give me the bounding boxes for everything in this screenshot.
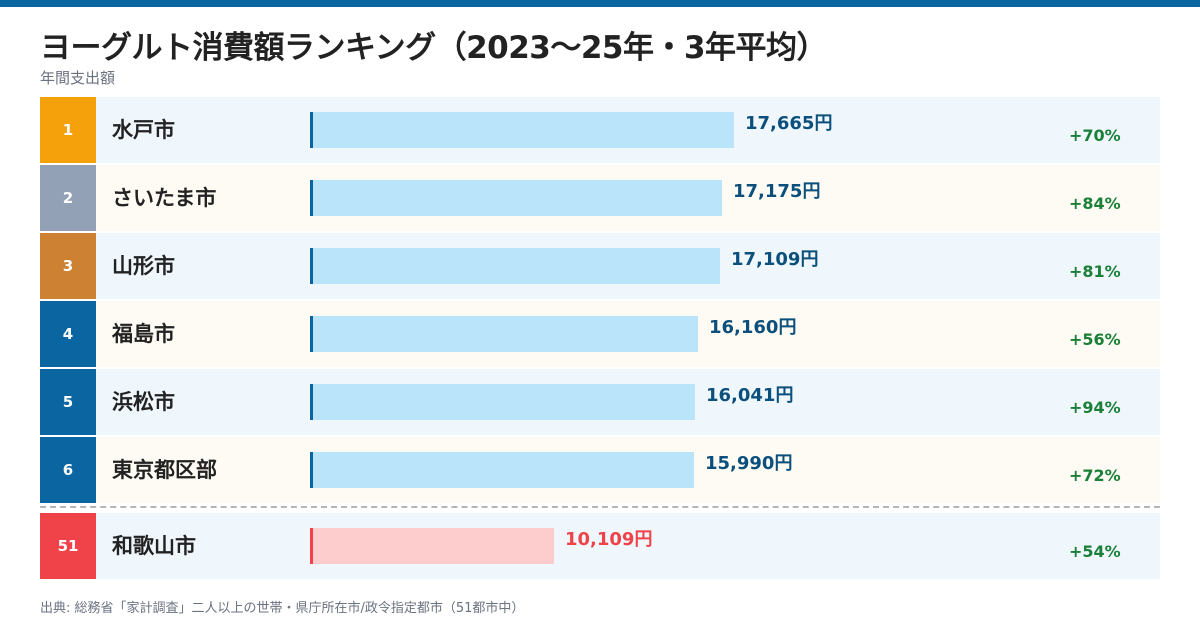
growth-label: +70%: [1069, 126, 1121, 145]
value-bar: [313, 112, 734, 148]
growth-label: +54%: [1069, 542, 1121, 561]
value-bar: [313, 384, 695, 420]
rank-badge: 5: [40, 369, 96, 435]
chart-title: ヨーグルト消費額ランキング（2023〜25年・3年平均）: [40, 30, 828, 66]
ranking-row: 2 さいたま市 17,175円 +84%: [40, 165, 1160, 231]
growth-label: +72%: [1069, 466, 1121, 485]
city-name: 水戸市: [112, 118, 175, 142]
value-label: 16,160円: [709, 317, 797, 338]
value-bar: [313, 316, 698, 352]
value-label: 17,109円: [731, 249, 819, 270]
ranking-row: 1 水戸市 17,665円 +70%: [40, 97, 1160, 163]
ranking-row: 5 浜松市 16,041円 +94%: [40, 369, 1160, 435]
rank-badge: 6: [40, 437, 96, 503]
bar-accent: [310, 248, 313, 284]
bar-accent: [310, 528, 313, 564]
value-label: 15,990円: [705, 453, 793, 474]
growth-label: +94%: [1069, 398, 1121, 417]
bar-accent: [310, 452, 313, 488]
city-name: 山形市: [112, 254, 175, 278]
ranking-row: 51 和歌山市 10,109円 +54%: [40, 513, 1160, 579]
bar-accent: [310, 316, 313, 352]
rank-badge: 3: [40, 233, 96, 299]
city-name: 和歌山市: [112, 534, 196, 558]
bar-accent: [310, 112, 313, 148]
bar-accent: [310, 384, 313, 420]
value-label: 17,175円: [733, 181, 821, 202]
top-accent-bar: [0, 0, 1200, 7]
growth-label: +56%: [1069, 330, 1121, 349]
city-name: 東京都区部: [112, 458, 217, 482]
value-bar: [313, 528, 554, 564]
rank-badge: 51: [40, 513, 96, 579]
value-bar: [313, 452, 694, 488]
ranking-bar-chart: 1 水戸市 17,665円 +70% 2 さいたま市 17,175円 +84% 3 山形市 17,1…: [40, 97, 1160, 579]
growth-label: +84%: [1069, 194, 1121, 213]
rank-badge: 2: [40, 165, 96, 231]
ranking-row: 6 東京都区部 15,990円 +72%: [40, 437, 1160, 503]
value-label: 17,665円: [745, 113, 833, 134]
rank-badge: 1: [40, 97, 96, 163]
ranking-row: 4 福島市 16,160円 +56%: [40, 301, 1160, 367]
city-name: 浜松市: [112, 390, 175, 414]
value-label: 16,041円: [706, 385, 794, 406]
value-label: 10,109円: [565, 529, 653, 550]
chart-subtitle: 年間支出額: [40, 69, 116, 87]
ranking-row: 3 山形市 17,109円 +81%: [40, 233, 1160, 299]
value-bar: [313, 248, 720, 284]
rank-badge: 4: [40, 301, 96, 367]
bar-accent: [310, 180, 313, 216]
growth-label: +81%: [1069, 262, 1121, 281]
value-bar: [313, 180, 722, 216]
city-name: 福島市: [112, 322, 175, 346]
city-name: さいたま市: [112, 186, 217, 210]
source-note: 出典: 総務省「家計調査」二人以上の世帯・県庁所在市/政令指定都市（51都市中）: [40, 601, 525, 616]
rank-gap-separator: [40, 506, 1160, 508]
